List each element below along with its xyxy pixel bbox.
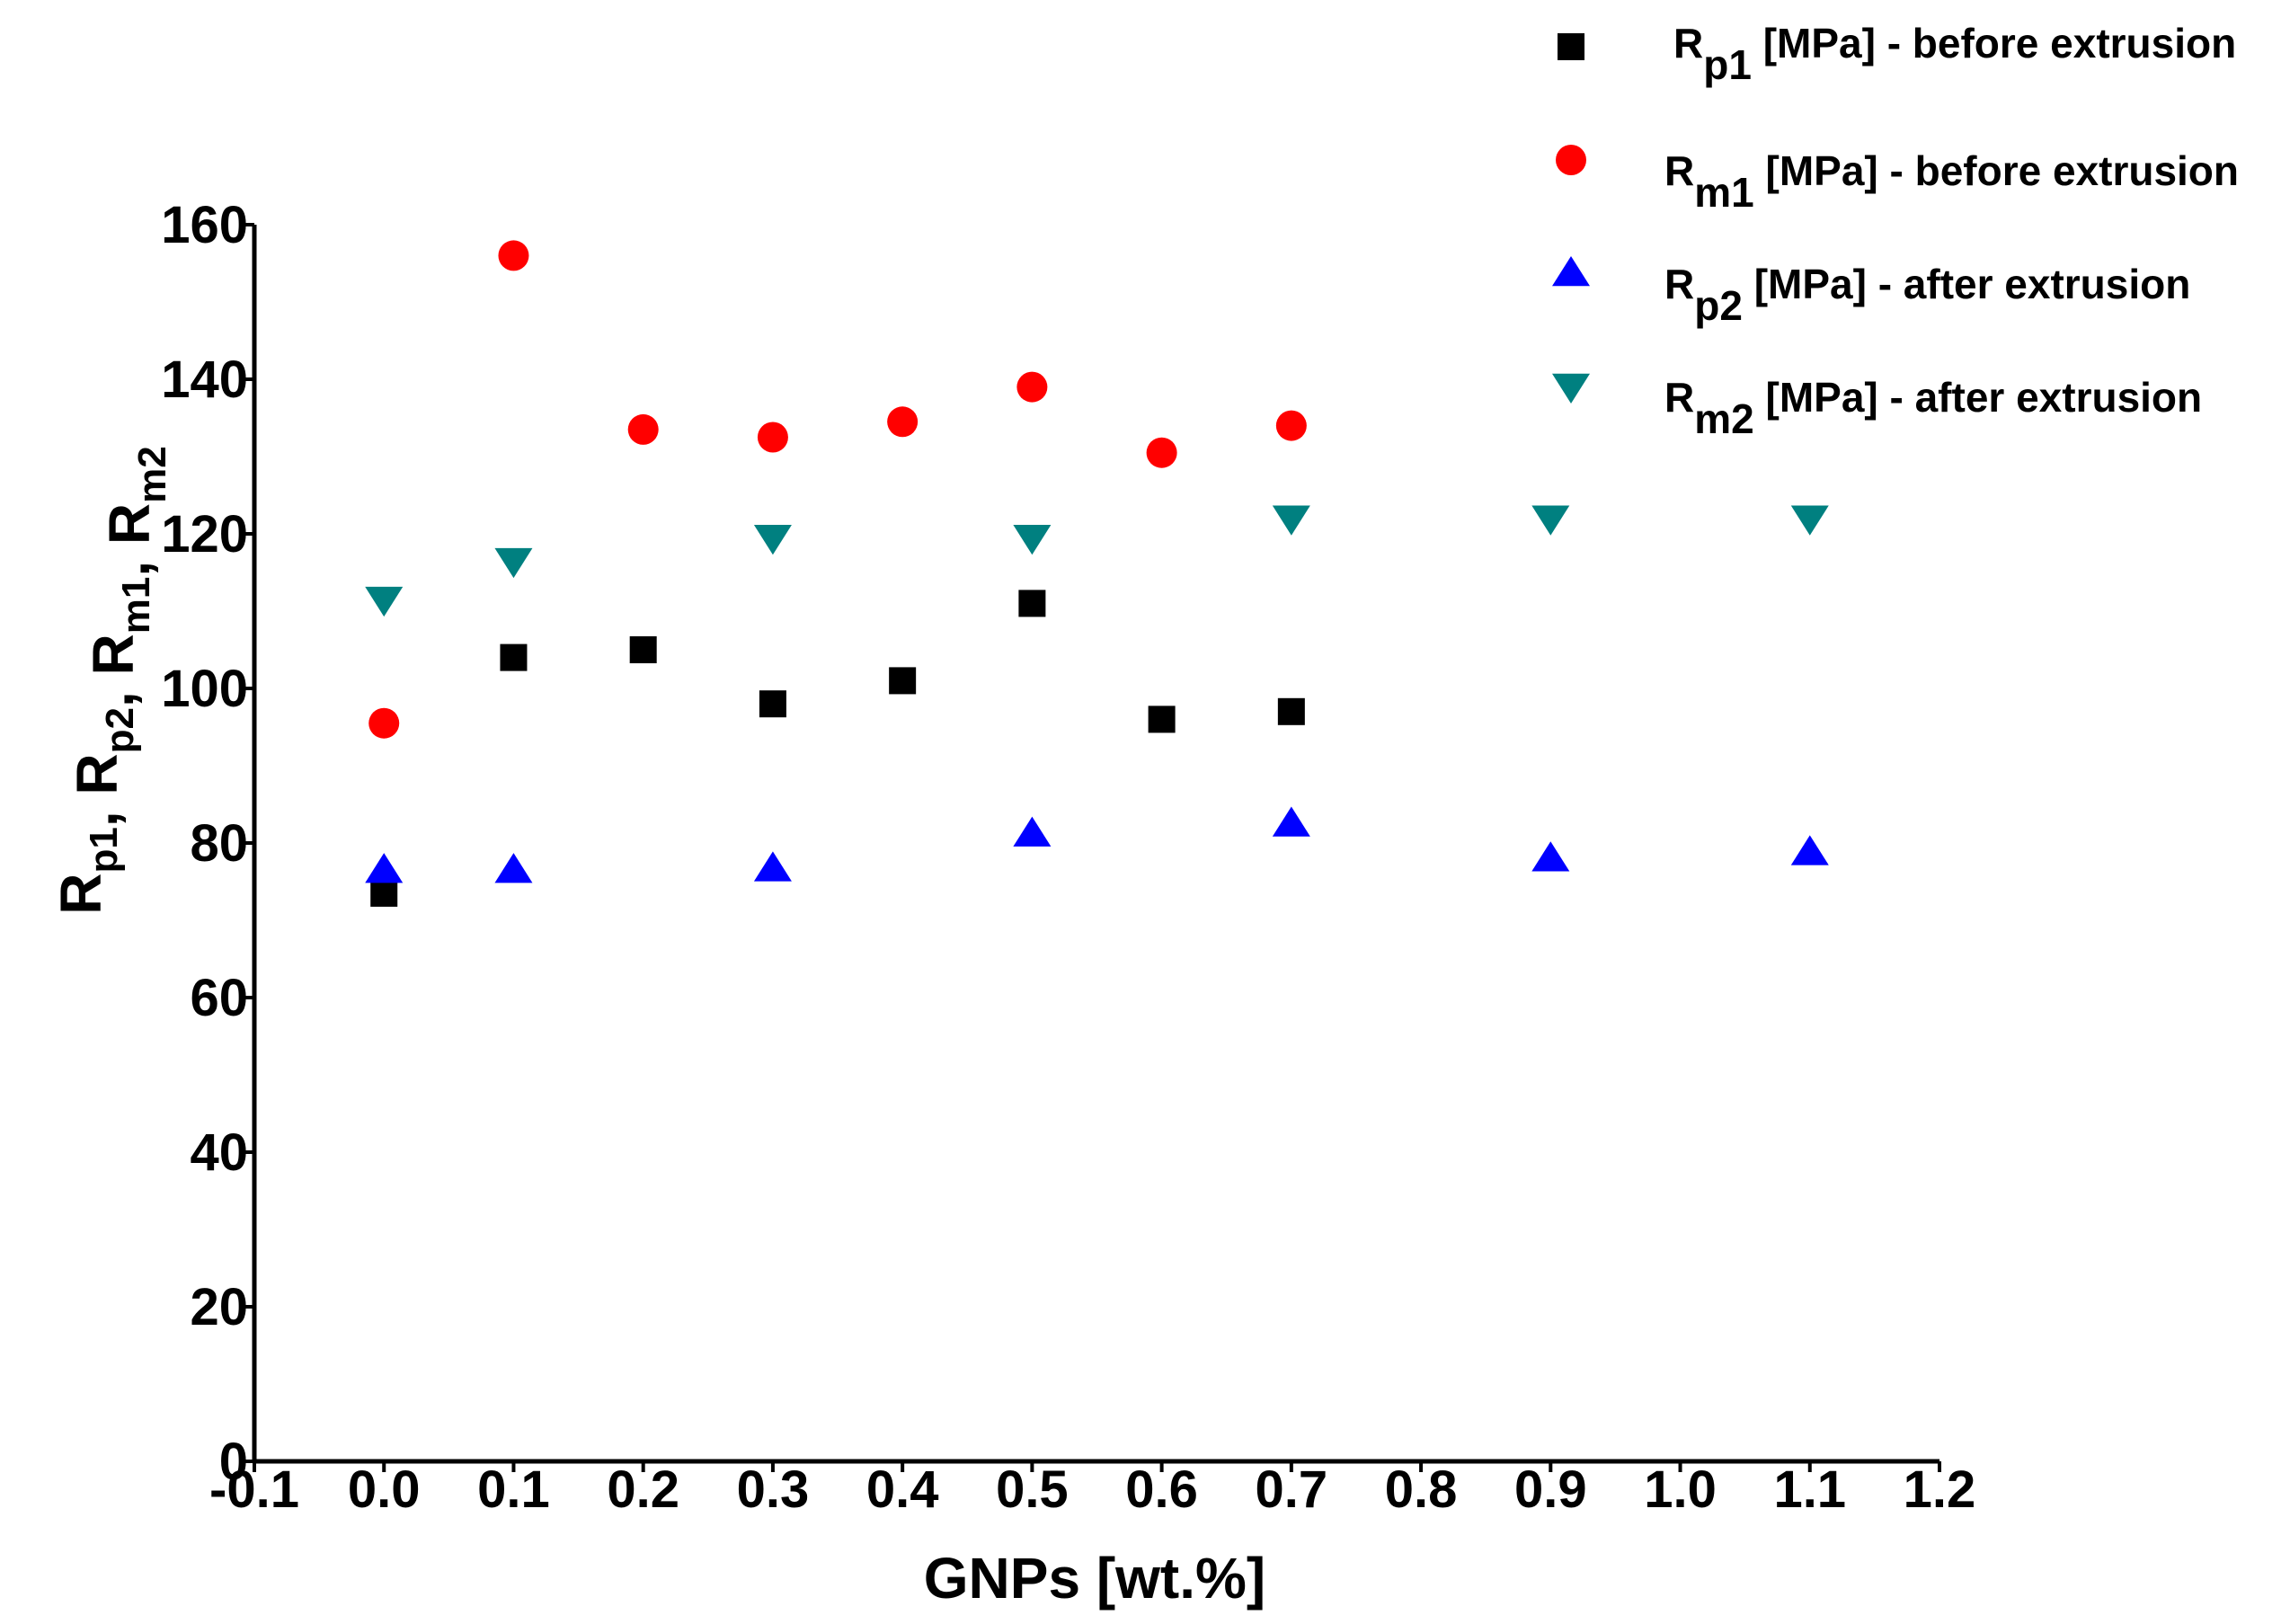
- data-point: [629, 636, 657, 663]
- legend-label: Rp2 [MPa] - after extrusion: [1664, 261, 2190, 329]
- x-tick-label: 1.1: [1773, 1460, 1846, 1519]
- data-point: [1277, 697, 1305, 725]
- x-tick-label: 0.1: [477, 1460, 550, 1519]
- y-tick-label: 40: [190, 1123, 248, 1182]
- data-point: [1275, 410, 1307, 441]
- y-ticks: 0 20 40 60 80 100 120 140 160: [161, 196, 254, 1491]
- x-tick-label: 0.3: [737, 1460, 810, 1519]
- legend-label: Rm2 [MPa] - after extrusion: [1664, 374, 2202, 442]
- y-tick-label: 80: [190, 814, 248, 873]
- data-point: [1018, 590, 1046, 617]
- data-point: [759, 690, 786, 718]
- legend-marker: [1556, 145, 1586, 175]
- x-tick-label: 0.4: [866, 1460, 939, 1519]
- legend-marker: [1552, 373, 1590, 404]
- data-point: [1272, 505, 1310, 536]
- data-point: [1531, 841, 1570, 872]
- data-point: [757, 422, 788, 453]
- x-tick-label: 0.2: [607, 1460, 679, 1519]
- data-point: [753, 851, 792, 882]
- x-axis-title: GNPs [wt.%]: [924, 1546, 1265, 1611]
- x-tick-label: 0.8: [1385, 1460, 1458, 1519]
- data-point: [1790, 505, 1829, 536]
- legend-marker: [1558, 33, 1584, 60]
- legend-label: Rm1 [MPa] - before extrusion: [1664, 147, 2239, 216]
- y-tick-label: 120: [161, 505, 248, 564]
- y-tick-label: 20: [190, 1278, 248, 1336]
- y-tick-label: 160: [161, 196, 248, 254]
- x-tick-label: 0.5: [996, 1460, 1069, 1519]
- legend-item: Rm1 [MPa] - before extrusion: [1556, 145, 2239, 216]
- data-point: [370, 879, 398, 907]
- series-triangle-down: [365, 505, 1829, 617]
- data-point: [1790, 835, 1829, 865]
- y-tick-label: 140: [161, 351, 248, 409]
- x-tick-label: 0.7: [1256, 1460, 1328, 1519]
- data-point: [1531, 505, 1570, 536]
- data-point: [1013, 525, 1052, 555]
- x-ticks: -0.1 0.0 0.1 0.2 0.3 0.4 0.5 0.6 0.7 0.8 0.9 1.0 1.1…: [209, 1460, 1975, 1519]
- legend-marker: [1552, 256, 1590, 287]
- legend-item: Rp1 [MPa] - before extrusion: [1558, 20, 2236, 88]
- legend: Rp1 [MPa] - before extrusion Rm1 [MPa] - …: [1552, 20, 2239, 442]
- y-tick-label: 60: [190, 969, 248, 1027]
- data-points: [365, 240, 1829, 907]
- data-point: [1148, 706, 1176, 733]
- y-axis-title: Rp1, Rp2, Rm1, Rm2: [49, 446, 174, 914]
- data-point: [753, 525, 792, 555]
- data-point: [887, 406, 919, 438]
- data-point: [494, 853, 533, 883]
- data-point: [500, 643, 528, 671]
- legend-item: Rm2 [MPa] - after extrusion: [1552, 373, 2202, 442]
- y-tick-label: 100: [161, 660, 248, 718]
- x-tick-label: 0.9: [1514, 1460, 1587, 1519]
- x-tick-label: 0.0: [348, 1460, 421, 1519]
- series-triangle-up: [365, 806, 1829, 883]
- data-point: [365, 853, 404, 883]
- series-square: [370, 590, 1305, 907]
- data-point: [498, 240, 529, 271]
- x-tick-label: 0.6: [1125, 1460, 1198, 1519]
- data-point: [494, 547, 533, 579]
- data-point: [889, 667, 917, 695]
- data-point: [1272, 806, 1310, 837]
- legend-label: Rp1 [MPa] - before extrusion: [1673, 20, 2236, 88]
- svg-text:Rp1, Rp2, Rm1, Rm2: Rp1, Rp2, Rm1, Rm2: [49, 446, 174, 914]
- data-point: [1016, 371, 1048, 403]
- data-point: [1146, 437, 1177, 468]
- x-tick-label: 1.0: [1644, 1460, 1717, 1519]
- y-tick-label: 0: [219, 1433, 248, 1491]
- x-tick-label: 1.2: [1904, 1460, 1976, 1519]
- data-point: [368, 707, 400, 739]
- data-point: [365, 586, 404, 617]
- data-point: [627, 413, 659, 445]
- data-point: [1013, 816, 1052, 847]
- series-circle: [368, 240, 1307, 739]
- x-tick-label: -0.1: [209, 1460, 299, 1519]
- legend-item: Rp2 [MPa] - after extrusion: [1552, 256, 2190, 329]
